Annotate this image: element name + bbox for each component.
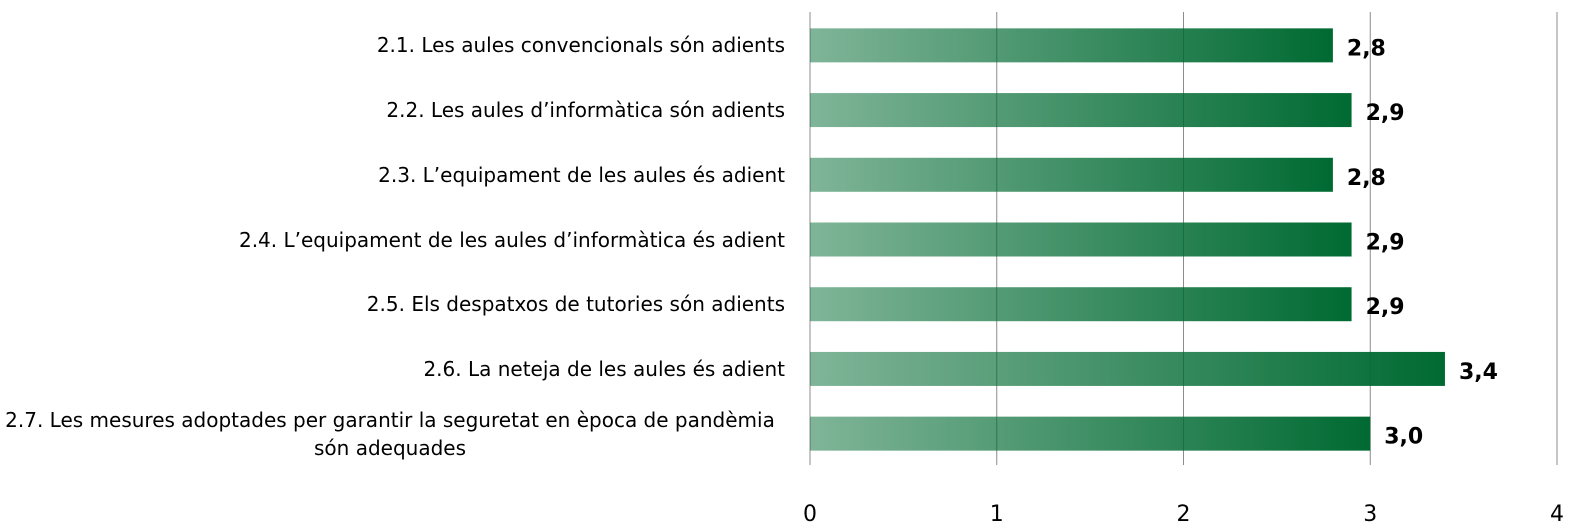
bar — [810, 416, 1371, 451]
x-tick-label: 1 — [990, 502, 1004, 527]
bar — [810, 93, 1352, 128]
category-label: 2.4. L’equipament de les aules d’informà… — [0, 210, 785, 270]
value-label: 2,9 — [1366, 101, 1405, 126]
x-tick-label: 0 — [803, 502, 817, 527]
value-label: 3,4 — [1459, 360, 1498, 385]
value-label: 3,0 — [1384, 425, 1423, 450]
value-label: 2,9 — [1366, 295, 1405, 320]
category-label: 2.3. L’equipament de les aules és adient — [0, 145, 785, 205]
value-label: 2,8 — [1347, 166, 1386, 191]
x-tick-label: 3 — [1363, 502, 1377, 527]
category-text: 2.4. L’equipament de les aules d’informà… — [238, 227, 785, 252]
category-text: 2.3. L’equipament de les aules és adient — [378, 162, 785, 187]
category-label: 2.1. Les aules convencionals són adients — [0, 15, 785, 75]
bar — [810, 222, 1352, 257]
category-label: 2.6. La neteja de les aules és adient — [0, 339, 785, 399]
value-label: 2,9 — [1366, 231, 1405, 256]
bar — [810, 351, 1445, 386]
category-label: 2.5. Els despatxos de tutories són adien… — [0, 274, 785, 334]
category-text: 2.5. Els despatxos de tutories són adien… — [366, 292, 785, 317]
x-tick-label: 4 — [1550, 502, 1564, 527]
bar — [810, 157, 1333, 192]
category-label: 2.2. Les aules d’informàtica són adients — [0, 80, 785, 140]
value-label: 2,8 — [1347, 36, 1386, 61]
category-text: 2.2. Les aules d’informàtica són adients — [386, 98, 785, 123]
category-text: 2.7. Les mesures adoptades per garantir … — [5, 407, 775, 460]
category-text: 2.6. La neteja de les aules és adient — [423, 356, 785, 381]
category-text: 2.1. Les aules convencionals són adients — [376, 33, 785, 58]
x-tick-label: 2 — [1177, 502, 1191, 527]
bar — [810, 287, 1352, 322]
category-label: 2.7. Les mesures adoptades per garantir … — [0, 404, 785, 464]
bar — [810, 28, 1333, 63]
